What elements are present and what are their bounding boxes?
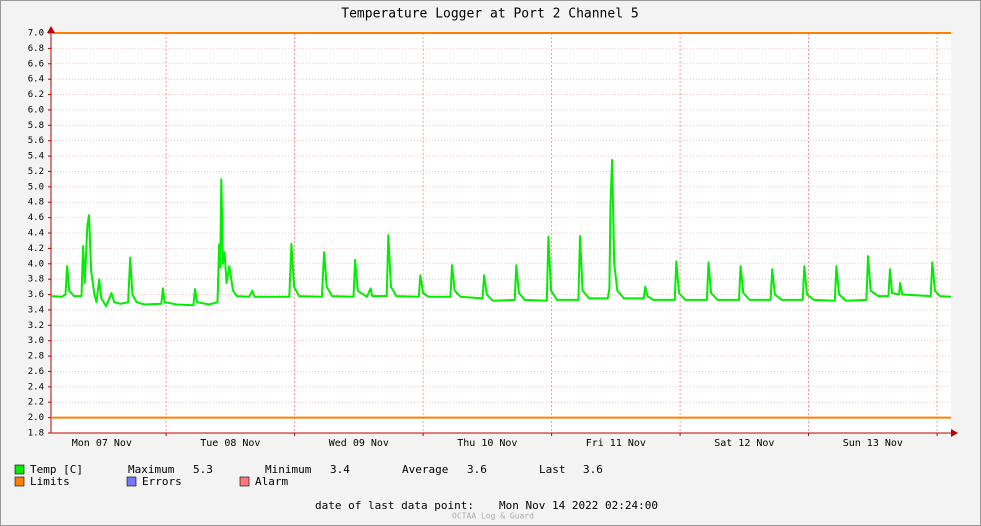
y-tick-label: 4.2 bbox=[28, 244, 44, 254]
legend-swatch bbox=[14, 476, 25, 487]
y-tick-label: 6.8 bbox=[28, 44, 44, 54]
legend-swatch bbox=[126, 476, 137, 487]
chart-title: Temperature Logger at Port 2 Channel 5 bbox=[341, 7, 638, 22]
x-tick-label: Sat 12 Nov bbox=[714, 438, 774, 449]
y-tick-label: 3.0 bbox=[28, 336, 44, 346]
y-tick-label: 6.2 bbox=[28, 90, 44, 100]
plot: 1.8 2.0 2.2 2.4 2.6 2.8 3.0 3.2 3.4 3.6 3.8 4.0 4.2 4… bbox=[28, 29, 952, 449]
y-tick-label: 5.4 bbox=[28, 152, 44, 162]
last-data: Mon Nov 14 2022 02:24:00 bbox=[499, 499, 658, 512]
stat-label: Last bbox=[539, 463, 566, 476]
y-tick-label: 4.0 bbox=[28, 259, 44, 269]
y-tick-label: 6.0 bbox=[28, 105, 44, 115]
y-tick-label: 4.4 bbox=[28, 229, 44, 239]
y-tick-label: 6.4 bbox=[28, 75, 44, 85]
y-tick-label: 4.6 bbox=[28, 213, 44, 223]
x-tick-label: Wed 09 Nov bbox=[329, 438, 389, 449]
x-tick-label: Mon 07 Nov bbox=[72, 438, 132, 449]
stat-value: 3.6 bbox=[467, 463, 487, 476]
stat-value: 3.6 bbox=[583, 463, 603, 476]
x-tick-label: Thu 10 Nov bbox=[457, 438, 517, 449]
legend-swatch bbox=[14, 464, 25, 475]
y-tick-label: 4.8 bbox=[28, 198, 44, 208]
stat-label: Average bbox=[402, 463, 448, 476]
y-tick-label: 2.2 bbox=[28, 398, 44, 408]
legend-label: Limits bbox=[30, 475, 70, 488]
y-tick-label: 5.0 bbox=[28, 182, 44, 192]
temp-line bbox=[50, 158, 952, 308]
x-tick-label: Tue 08 Nov bbox=[200, 438, 260, 449]
y-tick-label: 5.6 bbox=[28, 136, 44, 146]
x-arrow bbox=[951, 429, 958, 437]
watermark: OCTAA Log & Guard bbox=[452, 512, 534, 521]
y-tick-label: 7.0 bbox=[28, 29, 44, 39]
stat-label: Minimum bbox=[265, 463, 312, 476]
stat-value: 3.4 bbox=[330, 463, 350, 476]
x-tick-label: Sun 13 Nov bbox=[843, 438, 903, 449]
y-tick-label: 2.8 bbox=[28, 352, 44, 362]
y-tick-label: 2.0 bbox=[28, 413, 44, 423]
y-tick-label: 1.8 bbox=[28, 429, 44, 439]
y-tick-label: 5.2 bbox=[28, 167, 44, 177]
stat-label: Maximum bbox=[128, 463, 175, 476]
legend-label: Errors bbox=[142, 475, 182, 488]
y-tick-label: 2.6 bbox=[28, 367, 44, 377]
stat-value: 5.3 bbox=[193, 463, 213, 476]
legend-label: Temp [C] bbox=[30, 463, 83, 476]
legend-label: Alarm bbox=[255, 475, 288, 488]
y-tick-label: 6.6 bbox=[28, 59, 44, 69]
y-tick-label: 3.6 bbox=[28, 290, 44, 300]
y-tick-label: 2.4 bbox=[28, 382, 44, 392]
y-tick-label: 3.4 bbox=[28, 305, 44, 315]
legend-swatch bbox=[239, 476, 250, 487]
x-tick-label: Fri 11 Nov bbox=[586, 438, 646, 449]
last-data-label: date of last data point: bbox=[315, 499, 474, 512]
y-tick-label: 3.8 bbox=[28, 275, 44, 285]
y-tick-label: 5.8 bbox=[28, 121, 44, 131]
y-tick-label: 3.2 bbox=[28, 321, 44, 331]
y-arrow bbox=[47, 26, 55, 33]
